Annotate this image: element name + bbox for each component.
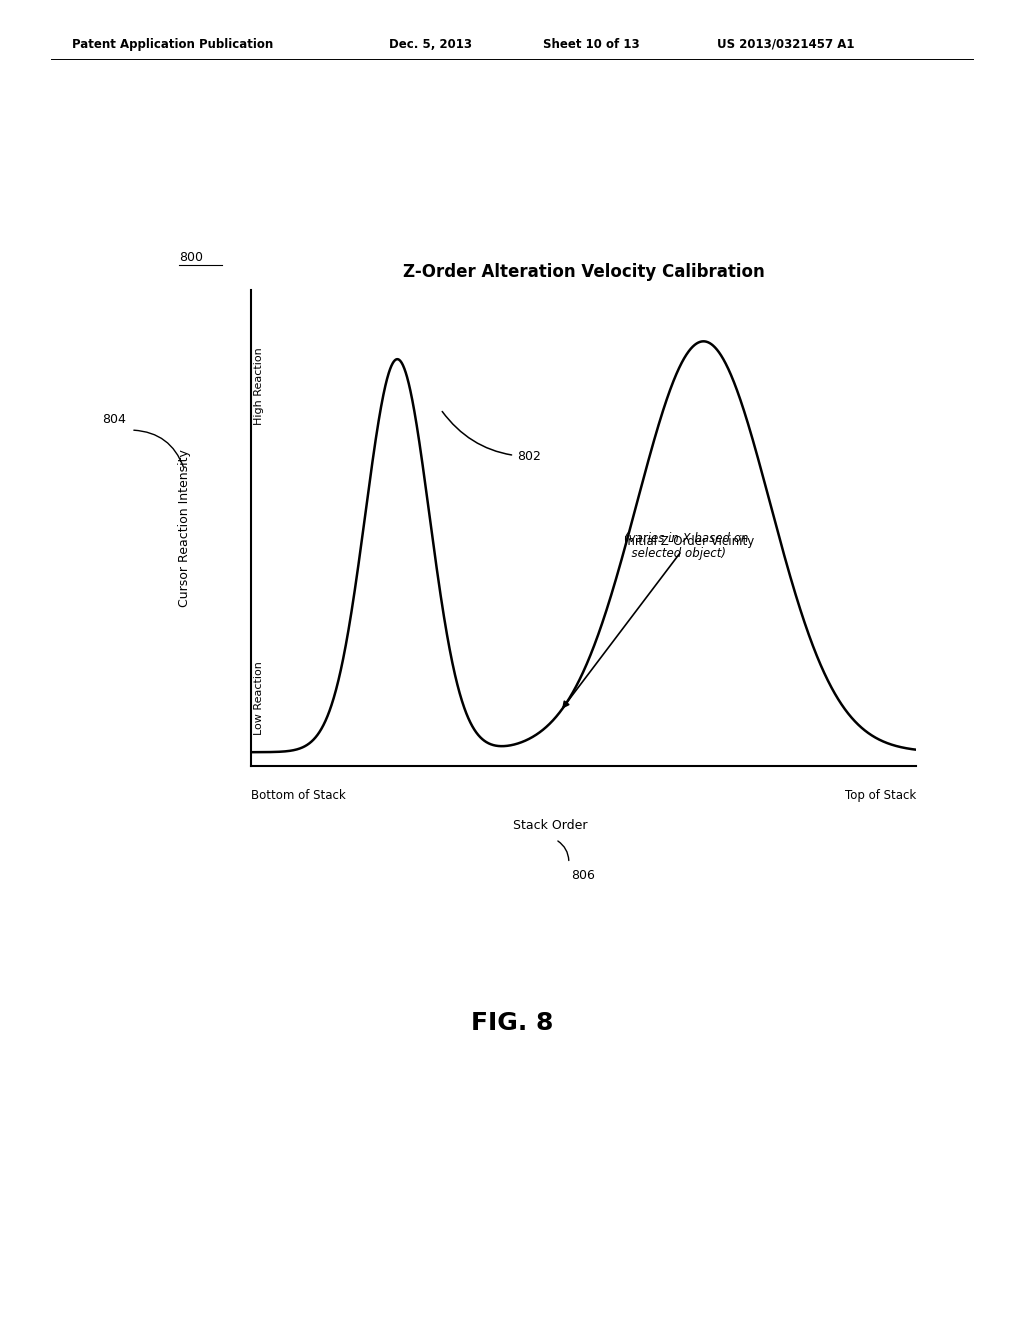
Text: Cursor Reaction Intensity: Cursor Reaction Intensity [178,449,190,607]
Text: High Reaction: High Reaction [254,347,264,425]
Text: (varies in X based on
  selected object): (varies in X based on selected object) [624,532,749,560]
Title: Z-Order Alteration Velocity Calibration: Z-Order Alteration Velocity Calibration [402,263,765,281]
Text: Top of Stack: Top of Stack [845,788,916,801]
Text: Dec. 5, 2013: Dec. 5, 2013 [389,37,472,50]
Text: Initial Z-Order Vicinity: Initial Z-Order Vicinity [563,535,754,708]
Text: Low Reaction: Low Reaction [254,661,264,735]
Text: Sheet 10 of 13: Sheet 10 of 13 [543,37,639,50]
Text: 800: 800 [179,251,203,264]
Text: 806: 806 [571,869,595,882]
Text: Stack Order: Stack Order [513,818,588,832]
Text: Patent Application Publication: Patent Application Publication [72,37,273,50]
Text: 804: 804 [102,413,126,426]
Text: FIG. 8: FIG. 8 [471,1011,553,1035]
Text: US 2013/0321457 A1: US 2013/0321457 A1 [717,37,854,50]
Text: 802: 802 [442,412,541,463]
Text: Bottom of Stack: Bottom of Stack [251,788,346,801]
